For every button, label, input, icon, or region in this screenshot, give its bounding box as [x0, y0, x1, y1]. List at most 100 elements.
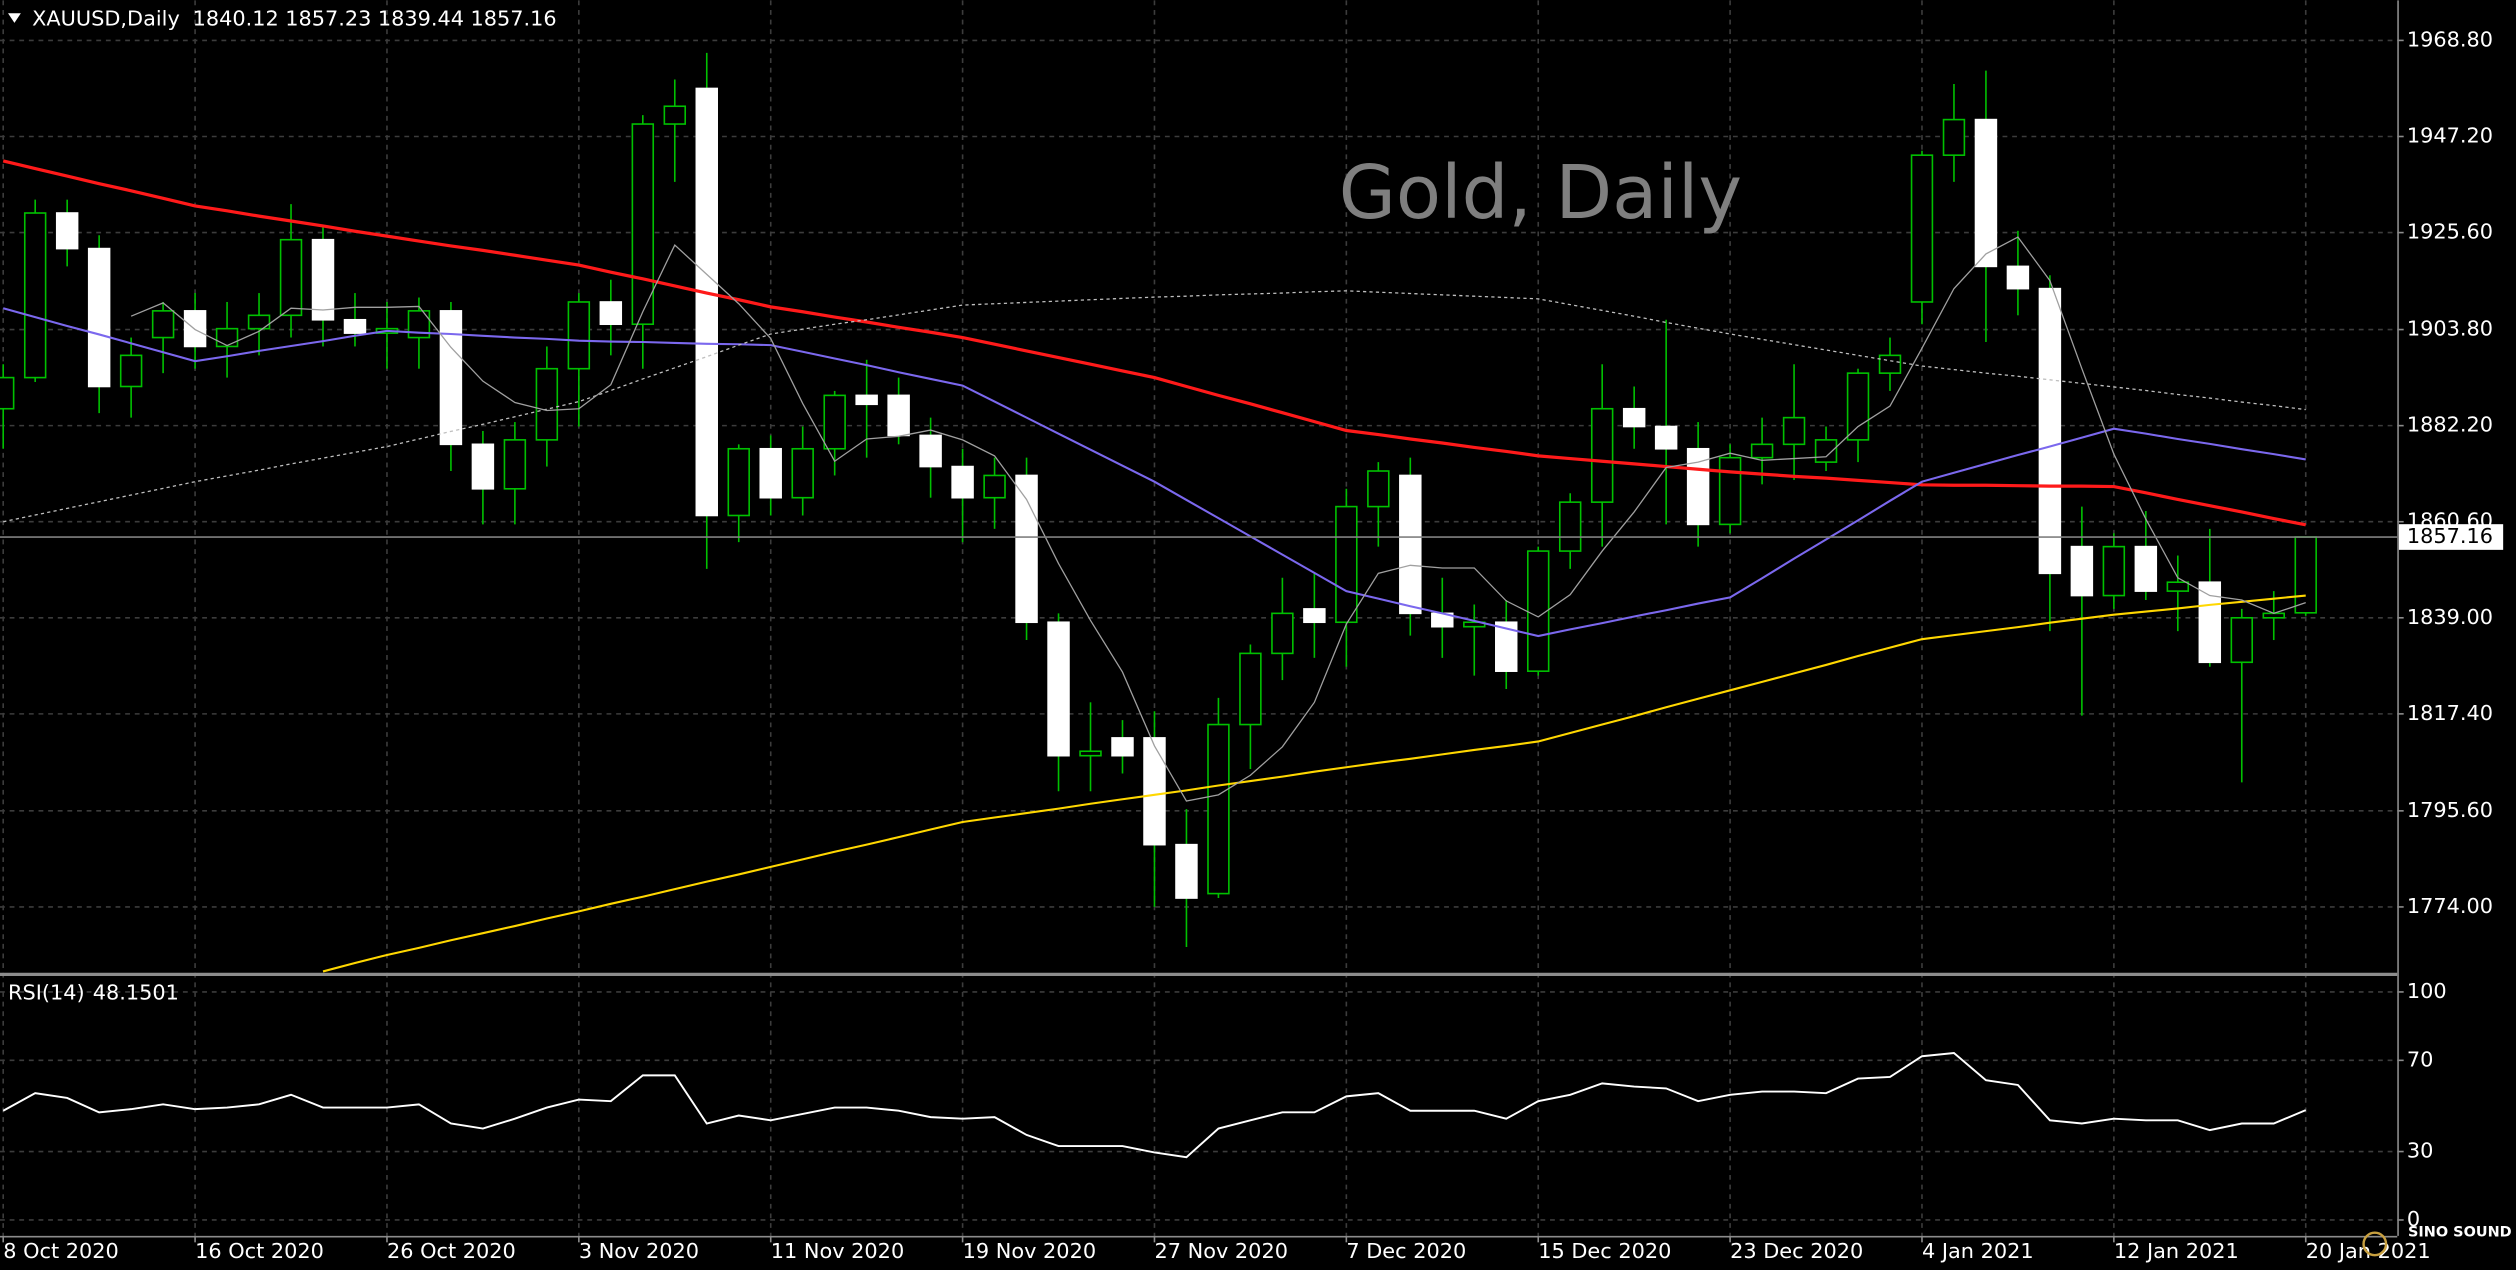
x-tick-label: 8 Oct 2020: [3, 1239, 119, 1263]
candle-body: [1622, 407, 1646, 428]
candle-body: [1463, 621, 1486, 628]
x-tick-label: 11 Nov 2020: [771, 1239, 905, 1263]
candle-body: [2230, 616, 2254, 664]
watermark: Gold, Daily: [1339, 150, 1742, 236]
candle-body: [1047, 621, 1070, 757]
low-value: 1839.44: [378, 7, 464, 31]
candle-body: [503, 439, 527, 490]
candle-body: [1942, 118, 1966, 156]
rsi-pane: [2, 1052, 2307, 1159]
candle-body: [631, 123, 655, 326]
rsi-tick-label: 70: [2407, 1047, 2434, 1071]
x-tick-label: 12 Jan 2021: [2114, 1239, 2239, 1263]
candle-body: [2070, 545, 2094, 597]
y-tick-label: 1839.00: [2407, 605, 2493, 629]
candle-body: [23, 212, 47, 379]
y-tick-label: 1925.60: [2407, 220, 2493, 244]
candle-body: [2294, 536, 2317, 614]
x-tick-label: 4 Jan 2021: [1922, 1239, 2034, 1263]
candle-body: [247, 314, 271, 330]
candle-body: [1910, 154, 1934, 303]
axis-layer: 1968.801947.201925.601903.801882.201860.…: [2, 27, 2504, 1263]
candle-body: [1207, 723, 1230, 895]
grid-layer: [0, 0, 2398, 1236]
x-tick-label: 3 Nov 2020: [579, 1239, 699, 1263]
candle-body: [439, 310, 463, 446]
candle-body: [1558, 501, 1582, 552]
moving-average-line: [130, 236, 2306, 802]
candle-body: [599, 301, 623, 326]
candle-body: [119, 354, 143, 388]
candle-body: [951, 465, 974, 499]
candle-body: [2134, 545, 2158, 592]
current-price-label: 1857.16: [2407, 524, 2493, 548]
candle-body: [1271, 612, 1294, 655]
candle-body: [343, 318, 367, 334]
x-tick-label: 7 Dec 2020: [1346, 1239, 1466, 1263]
candle-body: [407, 310, 431, 339]
rsi-tick-label: 30: [2407, 1139, 2434, 1163]
y-tick-label: 1817.40: [2407, 701, 2493, 725]
open-value: 1840.12: [193, 7, 279, 31]
high-value: 1857.23: [285, 7, 371, 31]
moving-average-line: [3, 290, 2306, 523]
rsi-header: RSI(14) 48.1501: [8, 981, 179, 1005]
candle-body: [1335, 505, 1358, 624]
candle-body: [87, 247, 111, 388]
y-tick-label: 1947.20: [2407, 123, 2493, 147]
candle-body: [1750, 443, 1774, 459]
candle-body: [983, 474, 1006, 499]
candle-body: [1495, 621, 1518, 672]
candle-body: [0, 376, 15, 410]
candle-body: [1111, 737, 1134, 757]
x-tick-label: 16 Oct 2020: [195, 1239, 324, 1263]
candle-body: [183, 310, 207, 348]
candle-body: [567, 301, 591, 370]
rsi-value: 48.1501: [93, 981, 179, 1005]
menu-triangle[interactable]: [8, 13, 21, 23]
candle-body: [1303, 608, 1326, 624]
candle-body: [1079, 750, 1102, 757]
candle-body: [471, 443, 495, 490]
candle-body: [2038, 287, 2062, 575]
candle-body: [1878, 354, 1902, 374]
x-tick-label: 26 Oct 2020: [387, 1239, 516, 1263]
candle-body: [1782, 416, 1806, 446]
candle-body: [2006, 265, 2030, 290]
candle-body: [919, 434, 942, 468]
y-tick-label: 1882.20: [2407, 413, 2493, 437]
close-value: 1857.16: [470, 7, 556, 31]
y-tick-label: 1968.80: [2407, 27, 2493, 51]
candle-body: [695, 87, 718, 517]
x-tick-label: 20 Jan 2021: [2306, 1239, 2431, 1263]
candle-body: [1239, 652, 1262, 726]
price-pane: [0, 52, 2398, 973]
candle-body: [279, 238, 303, 317]
current-price-box: [2398, 524, 2504, 550]
y-tick-label: 1903.80: [2407, 317, 2493, 341]
rsi-tick-label: 0: [2407, 1207, 2420, 1231]
candle-body: [823, 394, 846, 450]
candle-body: [1846, 372, 1870, 441]
candle-body: [791, 447, 814, 499]
candle-body: [2198, 581, 2222, 664]
x-tick-label: 27 Nov 2020: [1154, 1239, 1288, 1263]
y-tick-label: 1795.60: [2407, 798, 2493, 822]
candle-body: [2102, 545, 2126, 597]
rsi-line: [2, 1052, 2307, 1159]
candle-body: [1015, 474, 1038, 624]
candle-body: [55, 212, 79, 250]
rsi-tick-label: 100: [2407, 979, 2447, 1003]
candle-body: [535, 367, 559, 441]
x-tick-label: 15 Dec 2020: [1538, 1239, 1671, 1263]
candle-body: [1974, 118, 1998, 268]
candle-body: [1143, 737, 1166, 846]
candle-body: [1814, 439, 1838, 463]
candle-body: [1399, 474, 1422, 615]
candle-body: [1590, 407, 1614, 503]
logo-text: SINO SOUND: [2408, 1225, 2512, 1241]
candle-body: [1175, 843, 1198, 899]
x-tick-label: 23 Dec 2020: [1730, 1239, 1863, 1263]
